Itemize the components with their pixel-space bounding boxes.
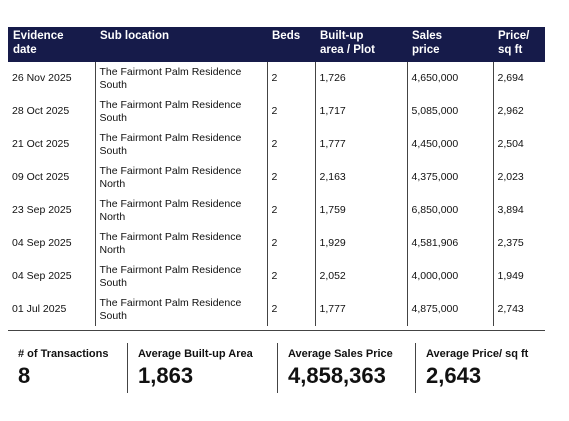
- summary-item: Average Price/ sq ft 2,643: [415, 343, 541, 393]
- table-cell: 2: [266, 194, 315, 227]
- header-text: Price/ sq ft: [498, 30, 530, 56]
- summary-label: Average Sales Price: [288, 348, 393, 360]
- table-cell: 2,052: [314, 260, 407, 293]
- table-cell: 2,694: [492, 62, 545, 95]
- table-cell: 4,000,000: [406, 260, 493, 293]
- header-cell: Beds: [267, 27, 315, 62]
- table-cell: 2: [266, 128, 315, 161]
- header-text: Built-up area / Plot: [320, 30, 375, 56]
- table-cell: The Fairmont Palm Residence South: [94, 260, 267, 293]
- transactions-table: Evidence date Sub location Beds Built-up ar…: [8, 27, 545, 326]
- table-body: 26 Nov 2025 The Fairmont Palm Residence S…: [8, 62, 545, 326]
- table-cell: 2: [266, 95, 315, 128]
- table-cell: The Fairmont Palm Residence South: [94, 128, 267, 161]
- table-cell: 2: [266, 161, 315, 194]
- summary-label: Average Built-up Area: [138, 348, 253, 360]
- table-cell: 4,875,000: [406, 293, 493, 326]
- header-text: Evidence date: [13, 30, 64, 56]
- table-row: 04 Sep 2025 The Fairmont Palm Residence S…: [8, 260, 545, 293]
- table-cell: 3,894: [492, 194, 545, 227]
- summary-item: Average Built-up Area 1,863: [127, 343, 273, 393]
- table-cell: 1,759: [314, 194, 407, 227]
- table-cell: 04 Sep 2025: [12, 270, 72, 282]
- table-cell: 1,726: [314, 62, 407, 95]
- table-cell: 2: [266, 260, 315, 293]
- table-row: 26 Nov 2025 The Fairmont Palm Residence S…: [8, 62, 545, 95]
- table-row: 21 Oct 2025 The Fairmont Palm Residence S…: [8, 128, 545, 161]
- table-cell: 01 Jul 2025: [12, 303, 67, 315]
- table-cell: 21 Oct 2025: [12, 138, 70, 150]
- table-cell: 4,581,906: [406, 227, 493, 260]
- table-cell: The Fairmont Palm Residence South: [94, 95, 267, 128]
- table-cell: 2,962: [492, 95, 545, 128]
- table-cell: 4,375,000: [406, 161, 493, 194]
- table-cell: The Fairmont Palm Residence North: [94, 194, 267, 227]
- table-cell: 5,085,000: [406, 95, 493, 128]
- summary-value: 2,643: [426, 363, 482, 388]
- table-cell: 2,743: [492, 293, 545, 326]
- header-text: Sub location: [100, 30, 169, 42]
- table-cell: 2,375: [492, 227, 545, 260]
- table-row: 09 Oct 2025 The Fairmont Palm Residence N…: [8, 161, 545, 194]
- summary-label: Average Price/ sq ft: [426, 348, 529, 360]
- header-text: Sales price: [412, 30, 443, 56]
- summary-label: # of Transactions: [18, 348, 109, 360]
- header-text: Beds: [272, 30, 301, 42]
- table-cell: 28 Oct 2025: [12, 105, 70, 117]
- table-cell: 4,450,000: [406, 128, 493, 161]
- summary-value: 4,858,363: [288, 363, 386, 388]
- table-cell: 1,777: [314, 293, 407, 326]
- table-cell: 09 Oct 2025: [12, 171, 70, 183]
- table-cell: The Fairmont Palm Residence North: [94, 161, 267, 194]
- summary-item: # of Transactions 8: [8, 343, 123, 393]
- table-row: 01 Jul 2025 The Fairmont Palm Residence S…: [8, 293, 545, 326]
- separator: [8, 330, 545, 331]
- table-cell: 1,717: [314, 95, 407, 128]
- table-cell: 2,504: [492, 128, 545, 161]
- summary-value: 8: [18, 363, 31, 388]
- table-cell: The Fairmont Palm Residence North: [94, 227, 267, 260]
- table-cell: 1,949: [492, 260, 545, 293]
- table-row: 23 Sep 2025 The Fairmont Palm Residence N…: [8, 194, 545, 227]
- table-cell: 2,163: [314, 161, 407, 194]
- table-cell: 2: [266, 293, 315, 326]
- header-cell: Sales price: [407, 27, 493, 62]
- table-cell: 2: [266, 62, 315, 95]
- summary-item: Average Sales Price 4,858,363: [277, 343, 413, 393]
- table-row: 04 Sep 2025 The Fairmont Palm Residence N…: [8, 227, 545, 260]
- header-row: Evidence date Sub location Beds Built-up ar…: [8, 27, 545, 62]
- table-cell: 1,777: [314, 128, 407, 161]
- header-cell: Built-up area / Plot: [315, 27, 407, 62]
- table-cell: 1,929: [314, 227, 407, 260]
- table-cell: 6,850,000: [406, 194, 493, 227]
- header-cell: Evidence date: [8, 27, 95, 62]
- table-cell: 23 Sep 2025: [12, 204, 72, 216]
- header-cell: Price/ sq ft: [493, 27, 545, 62]
- table-cell: 2: [266, 227, 315, 260]
- table-cell: The Fairmont Palm Residence South: [94, 293, 267, 326]
- table-row: 28 Oct 2025 The Fairmont Palm Residence S…: [8, 95, 545, 128]
- table-cell: 2,023: [492, 161, 545, 194]
- summary-value: 1,863: [138, 363, 194, 388]
- table-cell: The Fairmont Palm Residence South: [94, 62, 267, 95]
- table-cell: 4,650,000: [406, 62, 493, 95]
- table-cell: 26 Nov 2025: [12, 72, 72, 84]
- header-cell: Sub location: [95, 27, 267, 62]
- table-cell: 04 Sep 2025: [12, 237, 72, 249]
